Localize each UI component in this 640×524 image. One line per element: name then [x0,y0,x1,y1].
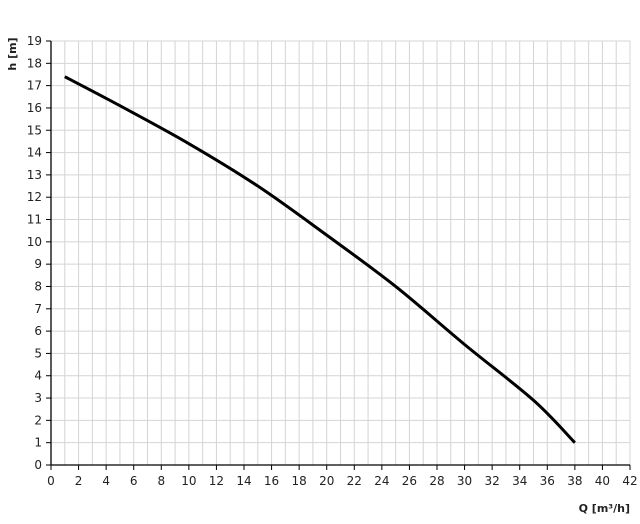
x-axis-label: Q [m³/h] [579,502,630,515]
x-tick-label: 2 [75,474,83,488]
y-tick-label: 15 [27,123,42,137]
grid [51,40,631,465]
x-tick-label: 0 [47,474,55,488]
y-axis-label: h [m] [6,37,19,70]
y-tick-label: 9 [34,257,42,271]
x-tick-label: 10 [181,474,196,488]
x-tick-label: 8 [157,474,165,488]
y-tick-label: 13 [27,168,42,182]
x-tick-label: 12 [209,474,224,488]
y-tick-label: 6 [34,324,42,338]
x-tick-label: 26 [402,474,417,488]
x-tick-labels: 0 2 4 6 8 10 12 14 16 18 20 22 24 26 28 30 32 34 36 38 40 42 [47,465,638,488]
y-tick-label: 7 [34,302,42,316]
x-tick-label: 16 [264,474,279,488]
x-tick-label: 34 [512,474,527,488]
x-tick-label: 22 [347,474,362,488]
y-tick-label: 19 [27,34,42,48]
pump-curve-line [64,75,576,444]
x-tick-label: 18 [292,474,307,488]
x-tick-label: 32 [485,474,500,488]
axes [50,41,630,466]
y-tick-label: 11 [27,213,42,227]
y-tick-label: 14 [27,146,42,160]
x-tick-label: 20 [319,474,334,488]
x-tick-label: 36 [540,474,555,488]
y-tick-label: 16 [27,101,42,115]
x-tick-label: 6 [130,474,138,488]
x-tick-label: 30 [457,474,472,488]
series [64,75,576,444]
y-tick-label: 5 [34,346,42,360]
y-tick-label: 1 [34,436,42,450]
x-tick-label: 40 [595,474,610,488]
x-tick-label: 38 [567,474,582,488]
x-tick-label: 14 [236,474,251,488]
y-tick-label: 2 [34,413,42,427]
y-tick-label: 4 [34,369,42,383]
x-tick-label: 42 [622,474,637,488]
y-tick-label: 18 [27,56,42,70]
y-tick-label: 10 [27,235,42,249]
y-tick-label: 12 [27,190,42,204]
x-tick-label: 24 [374,474,389,488]
x-tick-label: 4 [102,474,110,488]
y-tick-label: 3 [34,391,42,405]
y-tick-label: 0 [34,458,42,472]
y-tick-label: 8 [34,279,42,293]
x-tick-label: 28 [429,474,444,488]
y-tick-label: 17 [27,79,42,93]
